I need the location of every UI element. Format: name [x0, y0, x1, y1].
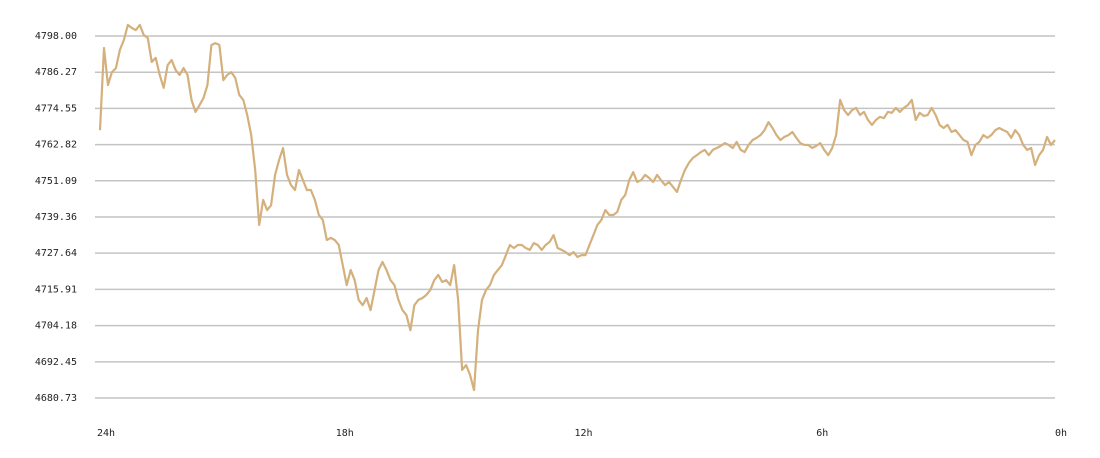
y-tick-label: 4774.55: [35, 103, 77, 114]
y-tick-label: 4715.91: [35, 284, 77, 295]
y-tick-label: 4751.09: [35, 176, 77, 187]
y-tick-label: 4739.36: [35, 212, 77, 223]
x-tick-label: 18h: [336, 428, 354, 439]
y-tick-label: 4762.82: [35, 140, 77, 151]
y-tick-label: 4727.64: [35, 248, 77, 259]
y-tick-label: 4798.00: [35, 31, 77, 42]
y-tick-label: 4680.73: [35, 393, 77, 404]
price-line: [98, 23, 1056, 392]
y-tick-label: 4692.45: [35, 357, 77, 368]
x-tick-label: 12h: [574, 428, 592, 439]
y-tick-label: 4704.18: [35, 321, 77, 332]
x-tick-label: 24h: [97, 428, 115, 439]
x-tick-label: 0h: [1055, 428, 1067, 439]
x-tick-label: 6h: [816, 428, 828, 439]
y-tick-label: 4786.27: [35, 67, 77, 78]
